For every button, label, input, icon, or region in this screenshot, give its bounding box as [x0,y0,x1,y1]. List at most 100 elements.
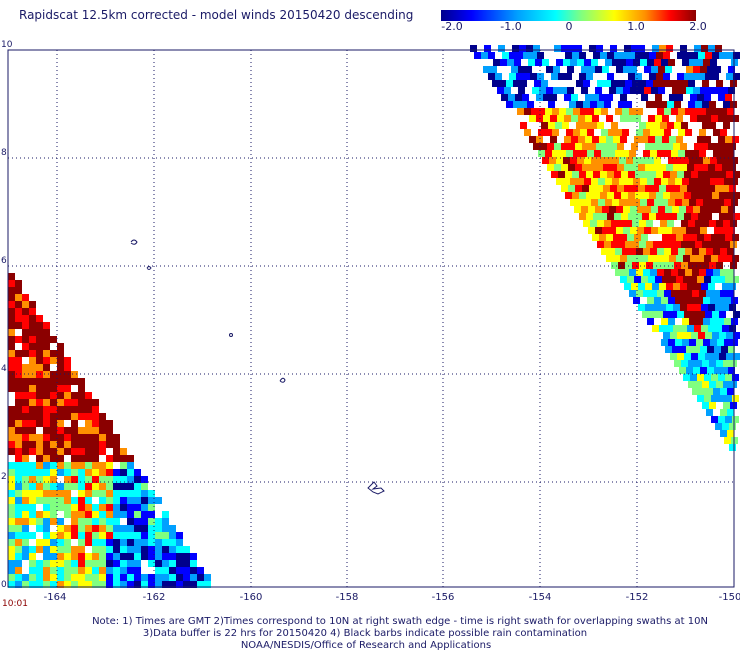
wind-cell [689,199,696,206]
wind-cell [728,66,735,73]
wind-cell [559,150,566,157]
wind-cell [43,364,50,371]
wind-cell [113,455,120,462]
wind-cell [552,108,559,115]
wind-cell [634,234,641,241]
wind-cell [29,546,36,553]
wind-cell [634,136,641,143]
wind-cell [22,329,29,336]
wind-cell [557,115,564,122]
wind-cell [57,483,64,490]
wind-cell [8,315,15,322]
wind-cell [710,297,717,304]
wind-cell [99,511,106,518]
wind-cell [733,192,740,199]
wind-cell [8,343,15,350]
wind-cell [676,234,683,241]
wind-cell [155,574,162,581]
wind-cell [711,115,718,122]
wind-cell [43,483,50,490]
wind-cell [15,364,22,371]
wind-cell [141,483,148,490]
wind-cell [520,122,527,129]
wind-cell [717,178,724,185]
wind-cell [543,94,550,101]
wind-cell [78,462,85,469]
wind-cell [85,392,92,399]
wind-cell [85,462,92,469]
wind-cell [85,427,92,434]
wind-cell [545,129,552,136]
wind-cell [85,511,92,518]
wind-cell [99,434,106,441]
wind-cell [629,248,636,255]
wind-cell [579,213,586,220]
wind-cell [613,136,620,143]
wind-cell [732,136,739,143]
wind-cell [662,255,669,262]
wind-cell [717,318,724,325]
wind-cell [713,150,720,157]
wind-cell [524,108,531,115]
wind-cell [99,553,106,560]
wind-cell [50,511,57,518]
wind-cell [43,329,50,336]
colorbar-tick: 1.0 [627,20,645,33]
wind-cell [712,311,719,318]
wind-cell [556,157,563,164]
wind-cell [571,115,578,122]
wind-cell [57,378,64,385]
wind-cell [643,269,650,276]
wind-cell [621,213,628,220]
wind-cell [120,511,127,518]
wind-cell [691,311,698,318]
wind-cell [22,364,29,371]
wind-cell [500,59,507,66]
wind-cell [629,150,636,157]
wind-cell [685,150,692,157]
wind-cell [649,311,656,318]
wind-cell [704,115,711,122]
wind-cell [551,73,558,80]
wind-cell [674,101,681,108]
wind-cell [596,143,603,150]
wind-cell [723,360,730,367]
wind-cell [684,353,691,360]
wind-cell [709,360,716,367]
wind-cell [682,199,689,206]
wind-cell [719,192,726,199]
wind-cell [71,392,78,399]
wind-cell [733,332,740,339]
wind-cell [64,497,71,504]
wind-cell [549,157,556,164]
wind-cell [99,427,106,434]
wind-cell [169,574,176,581]
wind-cell [78,490,85,497]
wind-cell [671,290,678,297]
wind-cell [99,420,106,427]
wind-cell [92,406,99,413]
wind-cell [15,581,22,588]
wind-cell [611,80,618,87]
wind-cell [641,276,648,283]
wind-cell [615,129,622,136]
wind-cell [684,73,691,80]
wind-cell [43,378,50,385]
wind-cell [645,304,652,311]
wind-cell [36,350,43,357]
wind-cell [630,66,637,73]
wind-cell [710,199,717,206]
wind-cell [673,164,680,171]
wind-cell [591,199,598,206]
wind-cell [15,441,22,448]
wind-cell [512,45,519,52]
wind-cell [704,255,711,262]
wind-cell [581,206,588,213]
wind-cell [646,220,653,227]
wind-cell [36,322,43,329]
wind-cell [106,567,113,574]
wind-cell [684,192,691,199]
wind-cell [22,301,29,308]
wind-cell [701,45,708,52]
wind-cell [594,108,601,115]
